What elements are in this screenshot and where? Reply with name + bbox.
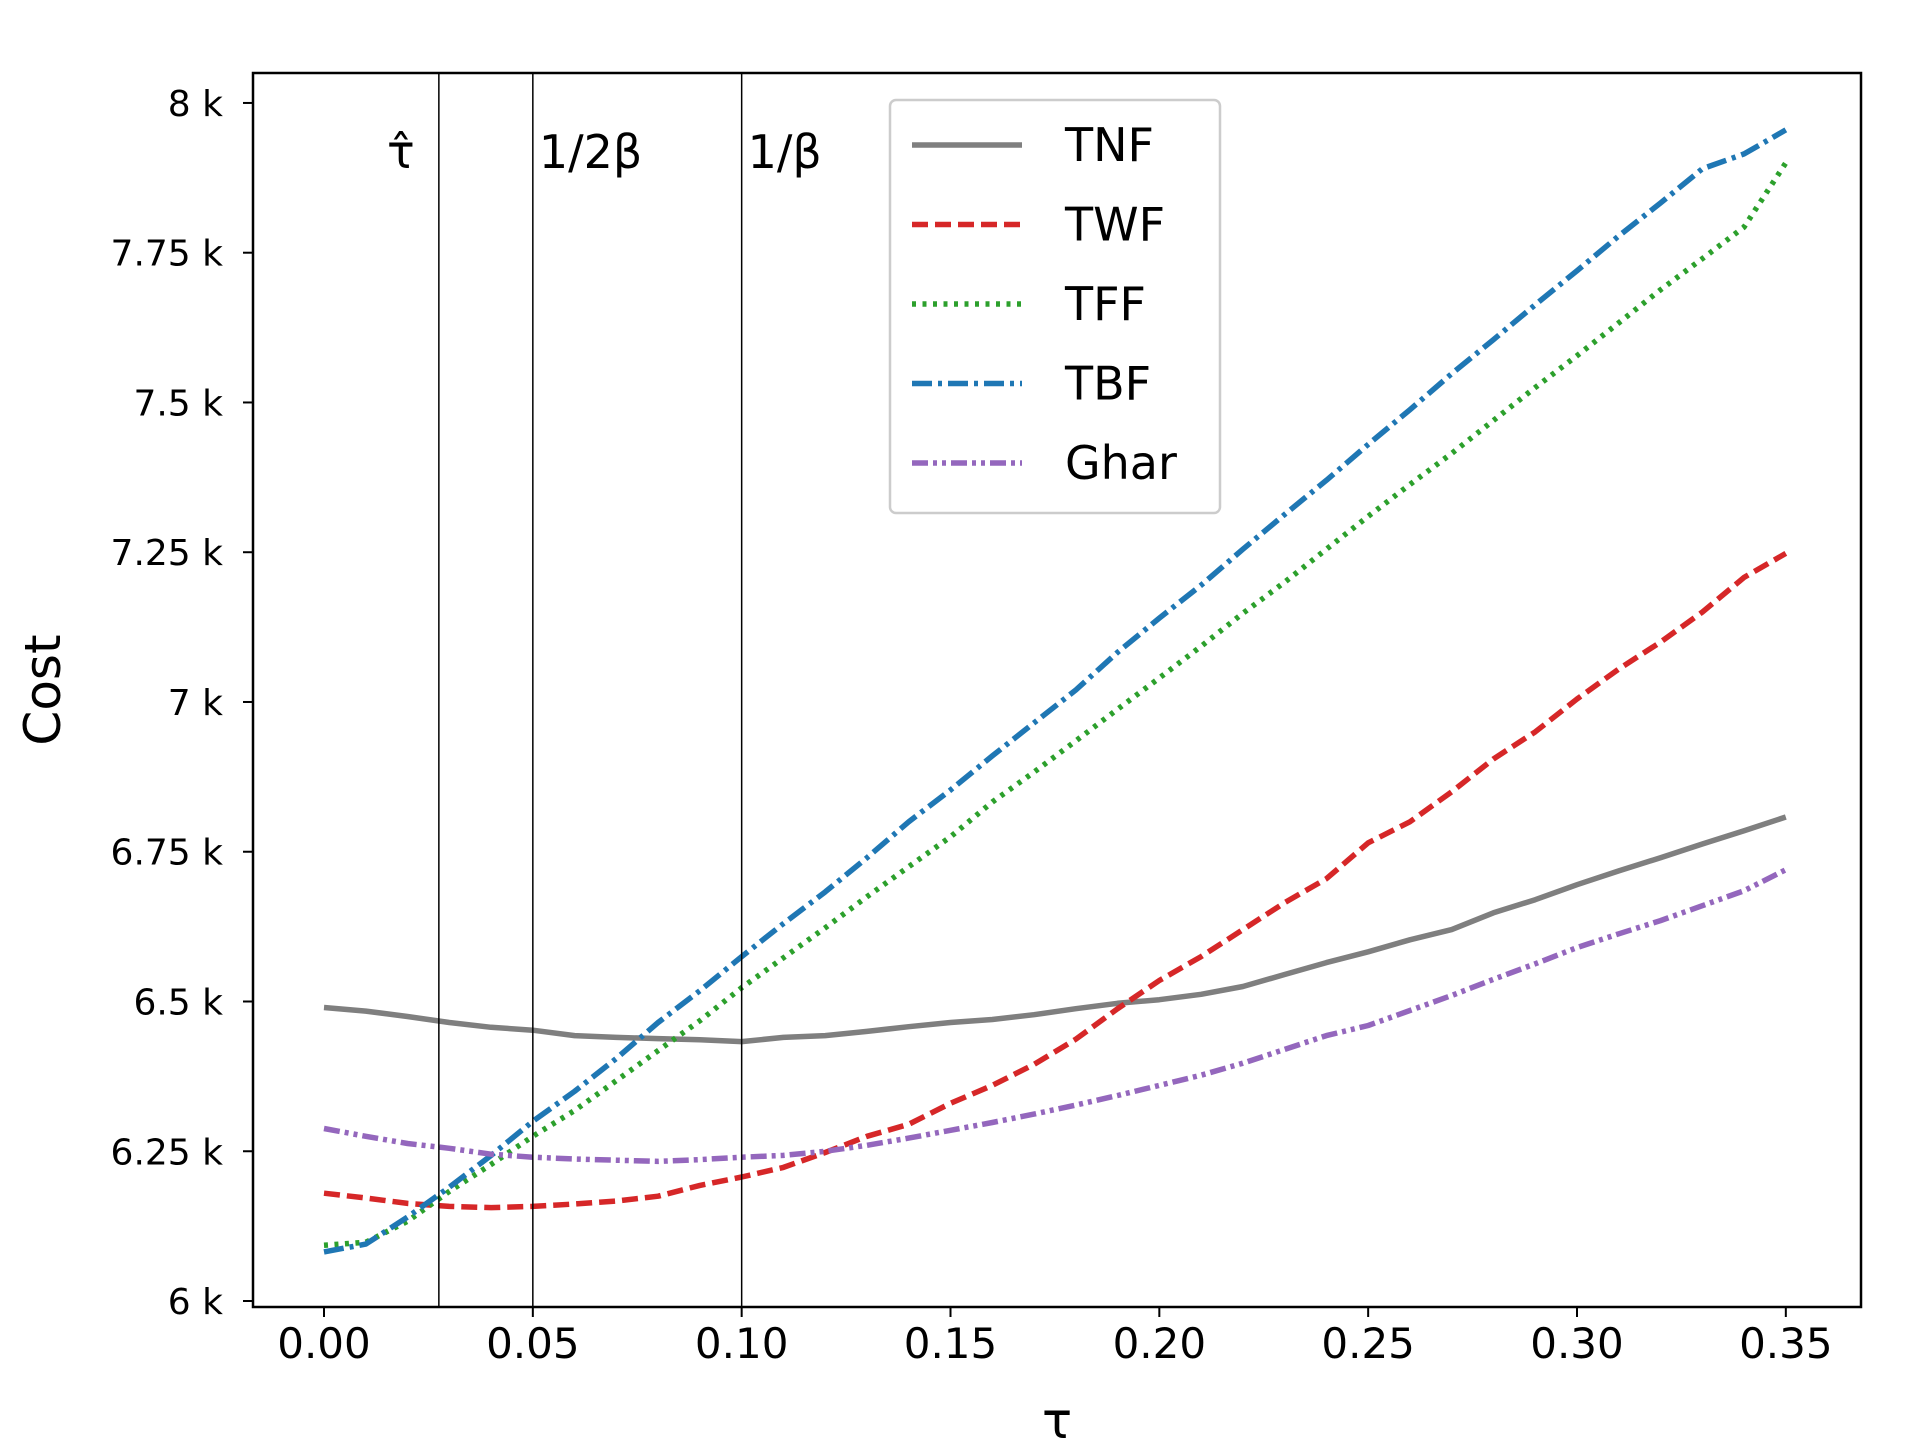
y-tick-label: 7 k	[168, 683, 223, 724]
x-tick-label: 0.05	[486, 1319, 580, 1368]
vertical-line-label-1: τ̂	[387, 125, 415, 179]
y-tick-label: 6 k	[168, 1282, 223, 1323]
vertical-line-label-3: 1/β	[748, 125, 822, 179]
y-tick-label: 6.75 k	[111, 833, 224, 874]
series-layer	[323, 127, 1789, 1255]
vertical-lines: τ̂ 1/2β 1/β	[387, 73, 822, 1307]
legend-label-tbf: TBF	[1064, 357, 1151, 411]
legend-label-twf: TWF	[1064, 198, 1165, 252]
y-tick-label: 7.25 k	[111, 533, 224, 574]
legend-label-ghar: Ghar	[1065, 436, 1177, 490]
legend-label-tff: TFF	[1064, 277, 1146, 331]
series-line-ghar	[323, 867, 1788, 1165]
x-tick-label: 0.20	[1113, 1319, 1207, 1368]
y-tick-label: 7.75 k	[111, 234, 224, 275]
x-tick-label: 0.30	[1530, 1319, 1624, 1368]
y-axis-label: Cost	[14, 634, 72, 745]
series-line-tnf	[323, 814, 1787, 1045]
x-axis-label: τ	[1042, 1392, 1072, 1440]
legend-label-tnf: TNF	[1064, 118, 1154, 172]
y-tick-label: 7.5 k	[133, 383, 223, 424]
y-tick-label: 6.5 k	[133, 982, 223, 1023]
y-tick-label: 6.25 k	[111, 1132, 224, 1173]
x-tick-label: 0.25	[1321, 1319, 1415, 1368]
y-tick-label: 8 k	[168, 84, 223, 125]
series-line-twf	[323, 551, 1788, 1211]
x-tick-label: 0.35	[1739, 1319, 1833, 1368]
legend-box	[888, 98, 1222, 515]
y-axis-ticks: 6 k 6.25 k 6.5 k 6.75 k 7 k 7.25 k 7.5 k 7.75 k…	[111, 84, 253, 1323]
x-tick-label: 0.00	[277, 1319, 371, 1368]
legend: TNF TWF TFF TBF Ghar	[888, 98, 1222, 515]
plot-frame	[251, 71, 1863, 1309]
series-line-tff	[323, 161, 1789, 1249]
x-axis-ticks: 0.00 0.05 0.10 0.15 0.20 0.25 0.30 0.35	[277, 1307, 1833, 1368]
vertical-line-label-2: 1/2β	[539, 125, 642, 179]
x-tick-label: 0.15	[904, 1319, 998, 1368]
series-line-tbf	[323, 127, 1788, 1255]
x-tick-label: 0.10	[695, 1319, 789, 1368]
